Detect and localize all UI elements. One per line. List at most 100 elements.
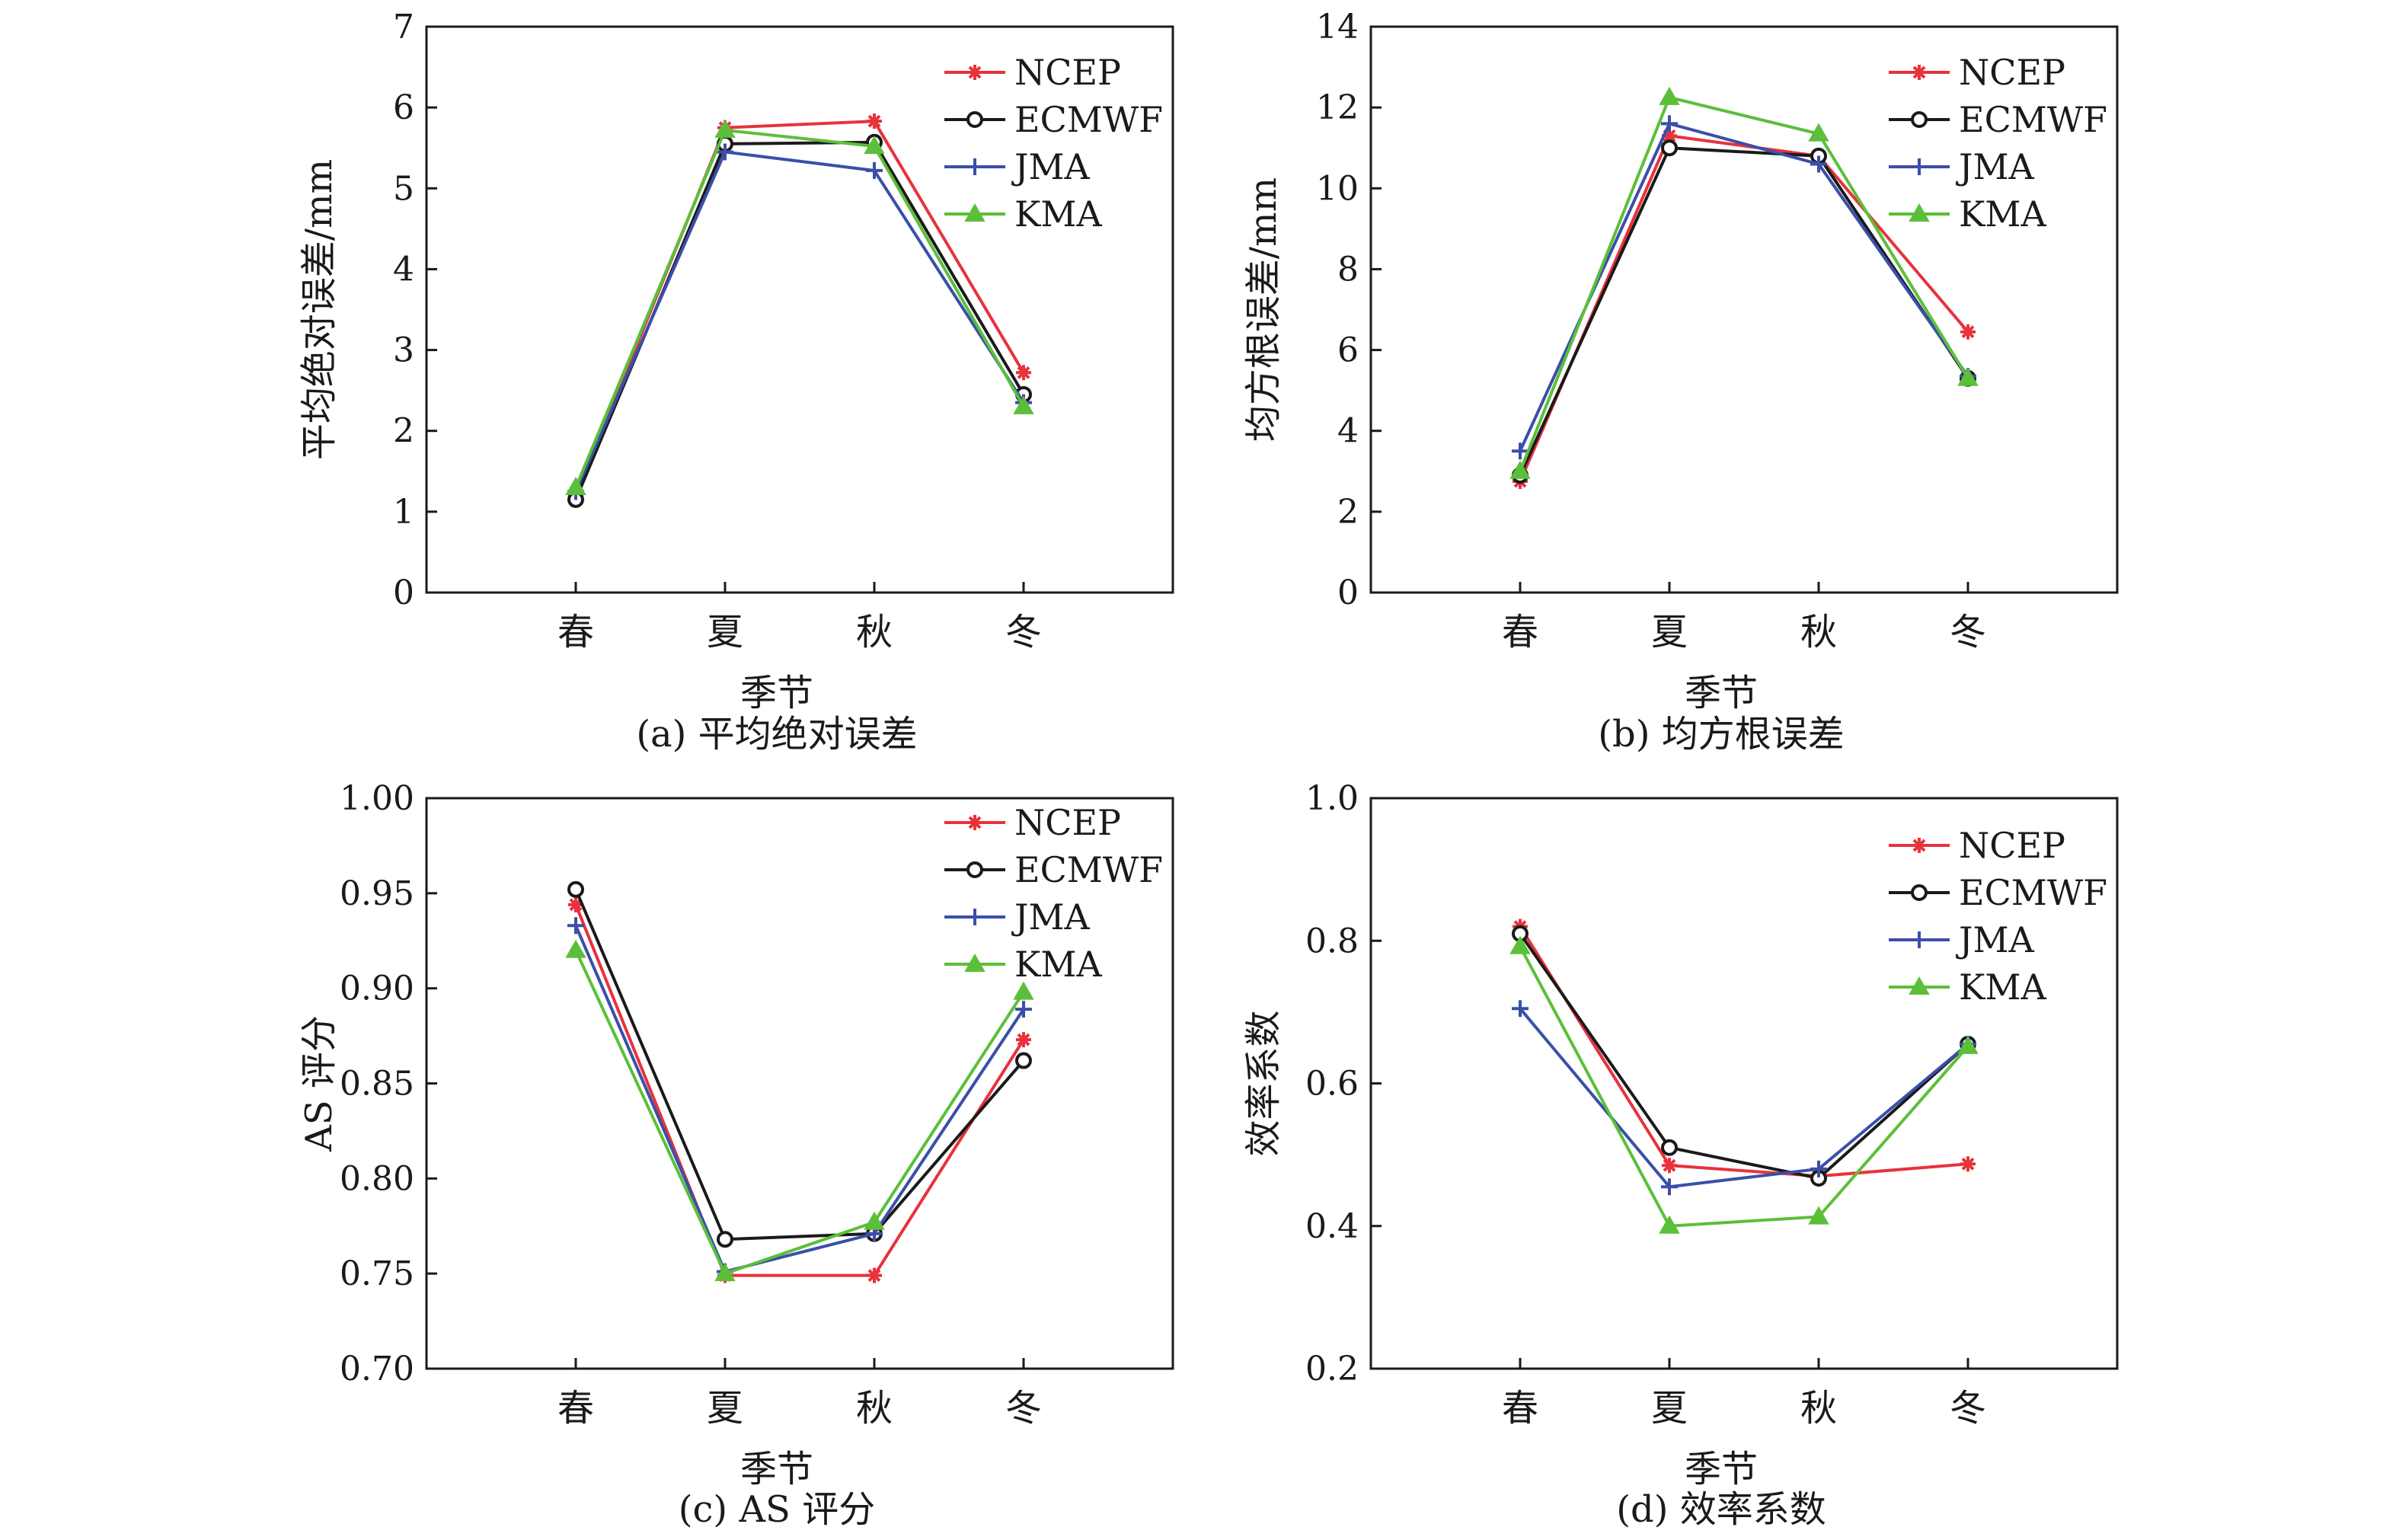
legend-marker [967,65,982,80]
y-tick-label: 6 [393,88,414,127]
x-tick-label: 冬 [1005,1387,1042,1430]
y-tick-label: 0.85 [340,1065,414,1104]
x-tick-label: 秋 [856,611,893,653]
series-line [574,140,1025,500]
data-point [1016,365,1031,381]
legend-marker [966,861,983,878]
data-point [1659,1215,1680,1234]
y-tick-label: 14 [1316,8,1359,46]
data-point [1509,460,1531,479]
data-point [1810,155,1827,173]
data-point [1957,367,1979,386]
series-line [1519,134,1969,482]
data-point [1810,1160,1827,1177]
legend-label: NCEP [1959,52,2065,93]
data-point [1013,395,1034,414]
data-point [717,1231,733,1248]
legend-label: NCEP [1014,52,1121,93]
x-tick-label: 冬 [1005,611,1042,653]
data-point [1013,981,1034,1000]
y-axis-label: 均方根误差/mm [1242,177,1285,442]
legend-marker [1911,158,1928,175]
data-point [1960,324,1976,340]
data-point [567,917,584,935]
series-line [1519,945,1969,1228]
data-point [1015,1001,1032,1018]
data-point [866,161,883,179]
plot-frame [1369,25,2119,594]
series-line [1519,932,1969,1181]
legend-label: NCEP [1959,825,2065,866]
panel-as-score: 0.70 0.75 0.80 0.85 0.90 0.95 1.00 春 夏 秋 冬季节 AS 评分 (… [298,779,1174,1531]
data-point [1512,1000,1529,1018]
x-axis-label: 季节 [1685,672,1758,714]
data-point [565,939,586,958]
plot-frame [425,25,1174,594]
data-point [1957,1035,1979,1054]
x-tick-label: 冬 [1950,1387,1986,1430]
legend-marker [967,815,982,830]
y-tick-label: 5 [393,169,414,208]
y-tick-label: 1.0 [1305,779,1359,818]
y-tick-label: 10 [1316,169,1359,208]
data-point [1960,1156,1976,1172]
x-tick-label: 春 [557,1387,594,1430]
y-axis-label: AS 评分 [298,1015,340,1152]
x-tick-label: 冬 [1950,611,1986,653]
legend-label: ECMWF [1014,849,1163,890]
y-tick-label: 0.90 [340,970,414,1008]
legend-label: NCEP [1014,802,1121,843]
legend-label: KMA [1959,966,2046,1008]
y-tick-label: 0.70 [340,1350,414,1388]
data-point [1015,1052,1032,1069]
x-tick-label: 夏 [1651,1387,1688,1430]
panel-caption: (a) 平均绝对误差 [636,713,917,756]
data-point [714,119,736,138]
x-tick-label: 春 [557,611,594,653]
legend-label: KMA [1014,193,1102,235]
legend-marker [1909,203,1930,222]
data-point [1661,139,1678,157]
legend-marker [964,953,985,972]
y-tick-label: 0.2 [1305,1350,1359,1388]
data-point [717,143,733,161]
y-tick-label: 6 [1337,331,1359,370]
y-tick-label: 1.00 [340,779,414,818]
legend-label: ECMWF [1014,99,1163,140]
data-point [1661,115,1678,133]
x-axis-label: 季节 [740,1448,813,1490]
legend-marker [1912,838,1927,853]
y-tick-label: 0.95 [340,874,414,913]
x-axis-label: 季节 [740,672,813,714]
data-point [864,136,885,155]
legend-label: KMA [1014,944,1102,985]
data-point [568,896,583,912]
legend-label: JMA [1956,146,2035,187]
legend-label: ECMWF [1959,872,2107,913]
y-tick-label: 0.80 [340,1159,414,1198]
data-point [867,1267,882,1283]
x-tick-label: 秋 [1800,1387,1837,1430]
y-tick-label: 0.8 [1305,922,1359,960]
data-point [864,1211,885,1230]
legend-marker [1911,931,1928,948]
y-tick-label: 2 [1337,493,1359,532]
y-tick-label: 0.4 [1305,1207,1359,1246]
panel-efficiency: 0.2 0.4 0.6 0.8 1.0 春 夏 秋 冬季节 效率系数 (d) 效率系数 NCEP ECM… [1242,779,2119,1531]
x-tick-label: 夏 [1651,611,1688,653]
data-point [1661,1178,1678,1196]
y-tick-label: 12 [1316,88,1359,127]
legend-marker [1911,111,1928,128]
legend-marker [1912,65,1927,80]
legend-marker [966,111,983,128]
y-tick-label: 0 [1337,574,1359,612]
x-axis-label: 季节 [1685,1448,1758,1490]
data-point [1509,935,1531,954]
legend-marker [966,158,983,175]
y-tick-label: 0 [393,574,414,612]
y-tick-label: 7 [393,8,414,46]
series-line [574,925,1025,1274]
data-point [1662,128,1677,144]
panel-mae: 0 1 2 3 4 5 6 7 春 夏 秋 冬季节 平均绝对误差/mm (a) 平均绝对误差 NCEP ECM… [298,8,1174,756]
